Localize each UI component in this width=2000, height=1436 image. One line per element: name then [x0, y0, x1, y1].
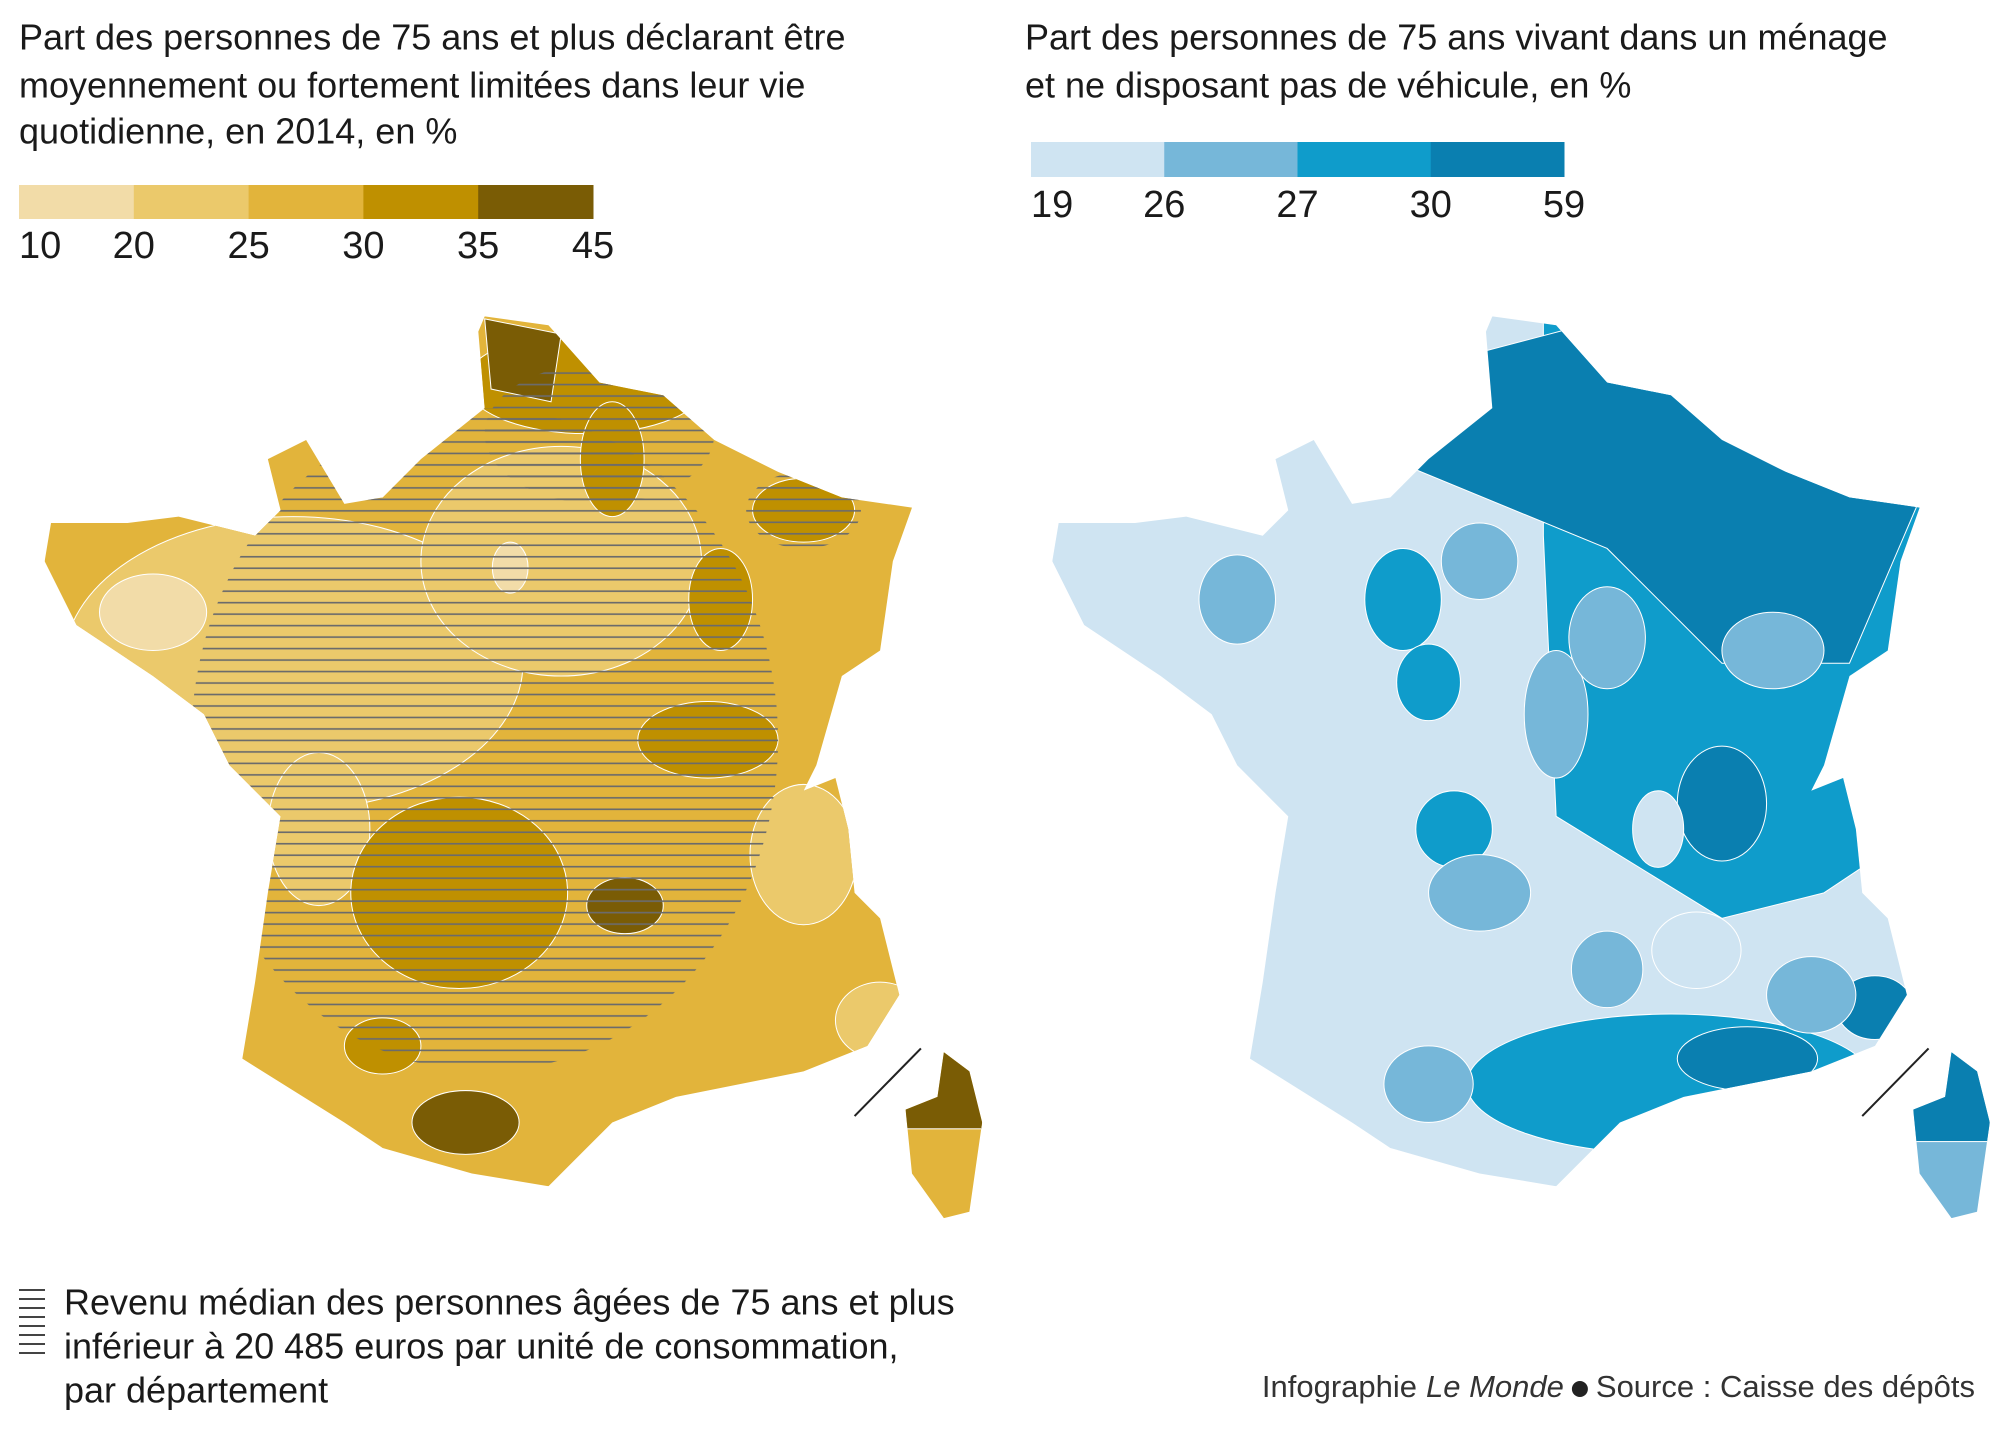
credit-publication: Le Monde: [1426, 1369, 1564, 1404]
map-title: moyennement ou fortement limitées dans l…: [19, 65, 805, 106]
inset-separator: [853, 1047, 922, 1117]
legend-swatch: [248, 185, 364, 219]
legend-swatch: [478, 185, 594, 219]
mainland: [44, 316, 912, 1187]
region-fill: [1676, 745, 1768, 862]
legend-tick-label: 26: [1143, 184, 1185, 226]
region-fill: [1721, 611, 1825, 690]
credit-bullet: [1571, 1381, 1588, 1397]
legend-tick-label: 35: [457, 225, 499, 267]
region-fill: [98, 573, 208, 652]
legend-tick-label: 25: [227, 225, 269, 267]
map-right: [1052, 316, 1990, 1219]
legend-tick-label: 20: [113, 225, 155, 267]
legend-swatch: [1164, 142, 1298, 177]
hatch-area: [484, 363, 715, 504]
legend-swatch: [133, 185, 250, 219]
legend-tick-label: 30: [1410, 184, 1452, 226]
region-fill: [1913, 1052, 1990, 1143]
region-fill: [1676, 1026, 1819, 1092]
hatch-key: [19, 1289, 45, 1354]
maps: [44, 316, 1990, 1219]
legend-tick-label: 10: [19, 225, 61, 267]
legends: 10 20 25 30 35 45 19 26 27 30 59: [19, 142, 1585, 267]
region-fill: [1766, 956, 1857, 1034]
legend-tick-label: 30: [342, 225, 384, 267]
region-fill: [1632, 790, 1685, 868]
region-fill: [1198, 554, 1277, 645]
region-fill: [1570, 930, 1644, 1009]
legend-tick-label: 19: [1031, 184, 1073, 226]
corsica: [905, 1052, 983, 1219]
region-fill: [1383, 1045, 1474, 1123]
hatch-area: [191, 408, 779, 1072]
region-fill: [1651, 911, 1742, 990]
credit-source: Source : Caisse des dépôts: [1596, 1369, 1975, 1404]
legend-swatch: [19, 185, 135, 219]
legend-swatch: [1430, 142, 1565, 177]
map-left: [44, 316, 983, 1219]
legend-tick-label: 45: [572, 225, 614, 267]
hatch-note: par département: [64, 1370, 328, 1411]
inset-separator: [1861, 1047, 1930, 1117]
region-fill: [1466, 1013, 1876, 1155]
region-fill: [1428, 854, 1532, 932]
region-fill: [1523, 649, 1589, 779]
legend-tick-label: 59: [1543, 184, 1585, 226]
credit-prefix: Infographie: [1262, 1369, 1417, 1404]
region-fill: [1364, 547, 1442, 652]
region-fill: [905, 1052, 983, 1130]
region-fill: [834, 981, 912, 1060]
map-title: et ne disposant pas de véhicule, en %: [1025, 65, 1631, 106]
hatch-note: Revenu médian des personnes âgées de 75 …: [64, 1282, 955, 1323]
map-title: Part des personnes de 75 ans et plus déc…: [19, 17, 846, 58]
map-title: quotidienne, en 2014, en %: [19, 111, 457, 152]
hatch-area: [746, 471, 861, 549]
legend-swatch: [1031, 142, 1165, 177]
region-fill: [1440, 522, 1519, 600]
legend-swatch: [363, 185, 479, 219]
legend-tick-label: 27: [1276, 184, 1318, 226]
region-fill: [1568, 586, 1646, 690]
corsica: [1913, 1052, 1990, 1219]
region-fill: [411, 1090, 520, 1155]
legend-swatch: [1297, 142, 1432, 177]
region-fill: [1396, 643, 1461, 722]
map-title: Part des personnes de 75 ans vivant dans…: [1025, 17, 1888, 58]
hatch-note: inférieur à 20 485 euros par unité de co…: [64, 1326, 899, 1367]
mainland: [1052, 316, 1920, 1187]
